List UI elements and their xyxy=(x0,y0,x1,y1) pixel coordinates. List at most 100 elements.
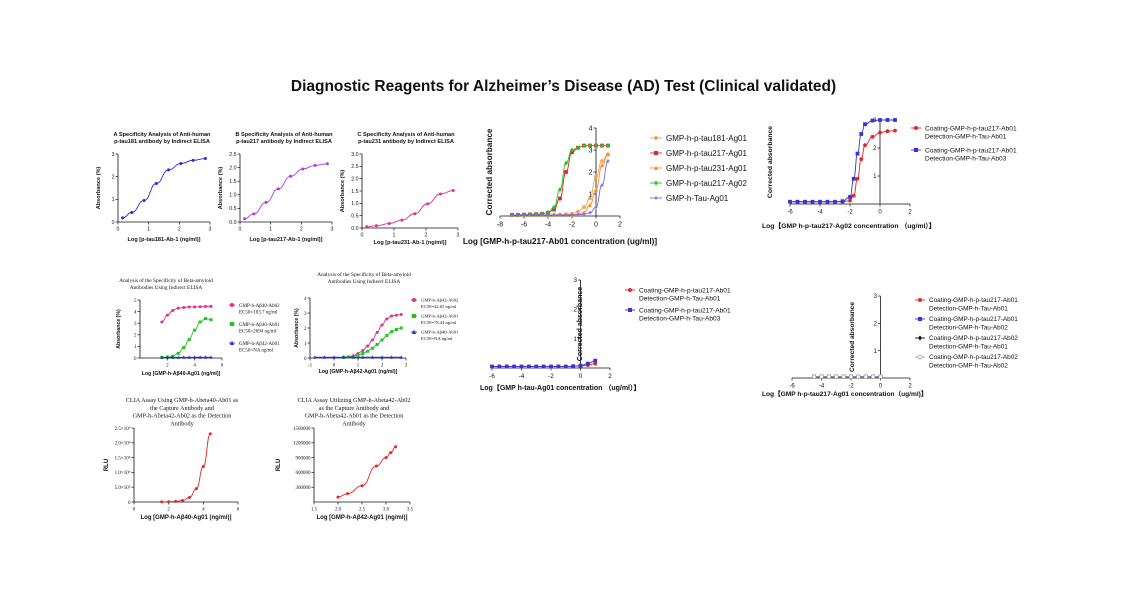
data-point xyxy=(870,118,875,123)
y-tick-label: 2.5 xyxy=(229,152,236,158)
data-point xyxy=(863,374,869,379)
series-line xyxy=(511,145,608,216)
y-tick-label: 600000 xyxy=(296,471,312,476)
y-tick-label: 300000 xyxy=(296,486,312,491)
y-axis-label: Absorbance (%) xyxy=(218,167,224,210)
series-1 xyxy=(336,445,398,499)
x-tick-label: -4 xyxy=(519,373,525,380)
data-point xyxy=(187,496,191,500)
data-point xyxy=(552,204,556,210)
chart-title-line: CLIA Assay Using GMP-h-Abeta40-Ab01 as xyxy=(126,397,239,404)
legend-marker xyxy=(918,335,922,341)
chart-g-abeta42-specificity: Analysis of the Specificity of Beta-amyl… xyxy=(294,271,459,375)
legend-label: EC50=2694 ng/ml xyxy=(239,330,277,335)
legend-label: Coating-GMP-h-p-tau217-Ab02 xyxy=(929,354,1018,361)
data-point xyxy=(179,162,183,166)
x-tick-label: -2 xyxy=(848,384,854,390)
data-point xyxy=(394,445,398,449)
chart-title-line: p-tau217 antibody by Indirect ELISA xyxy=(236,139,332,145)
data-point xyxy=(856,374,861,379)
data-point xyxy=(526,364,531,369)
legend-label: Coating-GMP-h-p-tau217-Ab01 xyxy=(639,287,731,294)
x-axis-label: Log [p-tau231-Ab-1 (ng/ml)] xyxy=(373,240,446,246)
data-point xyxy=(193,305,197,309)
data-point xyxy=(576,209,580,214)
legend: Coating-GMP-h-p-tau217-Ab01 Detection-GMP… xyxy=(625,287,731,323)
legend-label: Coating-GMP-h-p-tau217-Ab01 xyxy=(929,297,1018,304)
data-point xyxy=(582,143,586,148)
data-point xyxy=(588,143,592,148)
x-tick-label: 4 xyxy=(193,364,196,369)
data-point xyxy=(557,212,563,218)
legend-label: GMP-h-p-tau217-Ag02 xyxy=(666,179,747,188)
legend-label: Detection-GMP-h-Tau-Ab01 xyxy=(929,343,1008,350)
data-point xyxy=(848,198,852,203)
chart-c-ptau231-elisa: C Specificity Analysis of Anti-humanp-ta… xyxy=(340,132,460,246)
legend-marker xyxy=(230,303,234,307)
data-point xyxy=(795,199,800,204)
data-point xyxy=(594,174,598,179)
chart-a-ptau181-elisa: A Specificity Analysis of Anti-humanp-ta… xyxy=(96,132,212,243)
x-tick-label: -8 xyxy=(497,222,503,229)
y-tick-label: 2 xyxy=(873,146,877,152)
data-point xyxy=(551,212,557,218)
data-point xyxy=(848,374,854,379)
data-point xyxy=(252,212,256,216)
data-point xyxy=(585,361,590,366)
data-point xyxy=(336,495,340,499)
data-point xyxy=(203,157,207,161)
data-point xyxy=(863,122,867,127)
chart-title-line: p-tau231 antibody by Indirect ELISA xyxy=(358,139,454,145)
data-point xyxy=(588,202,592,207)
data-point xyxy=(588,196,592,201)
x-tick-label: 3.0 xyxy=(383,508,390,513)
series-line xyxy=(161,318,212,358)
data-point xyxy=(833,374,839,379)
x-tick-label: -2 xyxy=(548,373,554,380)
data-point xyxy=(187,355,191,359)
x-axis-label: Log [p-tau181-Ab-1 (ng/ml)] xyxy=(127,237,200,243)
data-point xyxy=(870,134,875,139)
data-point xyxy=(509,212,515,218)
data-point xyxy=(497,364,502,369)
y-axis-label: Corrected absorbance xyxy=(767,126,774,198)
legend-label: Detection-GMP-h-Tau-Ab01 xyxy=(639,296,721,303)
x-tick-label: 1 xyxy=(357,364,360,369)
y-tick-label: 0 xyxy=(128,501,131,506)
y-tick-label: 0.5 xyxy=(351,213,358,219)
y-axis-label: Corrected absorbance xyxy=(577,287,584,361)
data-point xyxy=(370,346,374,350)
x-tick-label: -1 xyxy=(308,364,313,369)
data-point xyxy=(375,331,379,334)
legend-marker xyxy=(654,151,658,155)
data-point xyxy=(366,349,370,353)
chart-title-line: GMP-h-Abeta42-Ab02 as the Detection xyxy=(133,413,232,420)
data-point xyxy=(512,364,517,369)
x-tick-label: 0 xyxy=(878,210,882,216)
legend-marker xyxy=(412,329,416,334)
data-point xyxy=(859,157,864,162)
data-point xyxy=(243,217,247,221)
legend-label: GMP-h-p-tau181-Ag01 xyxy=(666,134,747,143)
legend-label: EC50=42.65 ng/ml xyxy=(421,304,457,309)
data-point xyxy=(198,355,202,359)
data-point xyxy=(851,176,856,181)
x-tick-label: 2 xyxy=(425,233,428,239)
legend-label: EC50=78.44 ng/ml xyxy=(421,320,457,325)
legend: GMP-h-Aβ40-Ab02 EC50=103.7 ng/ml GMP-h-Aβ4… xyxy=(229,303,280,354)
y-tick-label: 1500000 xyxy=(293,427,311,432)
legend-label: Detection-GMP-h-Tau-Ab01 xyxy=(925,134,1007,141)
data-point xyxy=(346,492,350,496)
data-point xyxy=(878,130,882,135)
data-point xyxy=(840,199,845,204)
x-tick-label: 4 xyxy=(202,508,205,513)
data-point xyxy=(600,159,604,163)
data-point xyxy=(893,128,897,133)
data-point xyxy=(571,364,576,369)
y-axis-label: RLU xyxy=(276,459,282,471)
x-tick-label: 6 xyxy=(237,508,240,513)
series-line xyxy=(366,190,454,228)
series-line xyxy=(161,305,212,323)
series-5 xyxy=(509,158,611,218)
